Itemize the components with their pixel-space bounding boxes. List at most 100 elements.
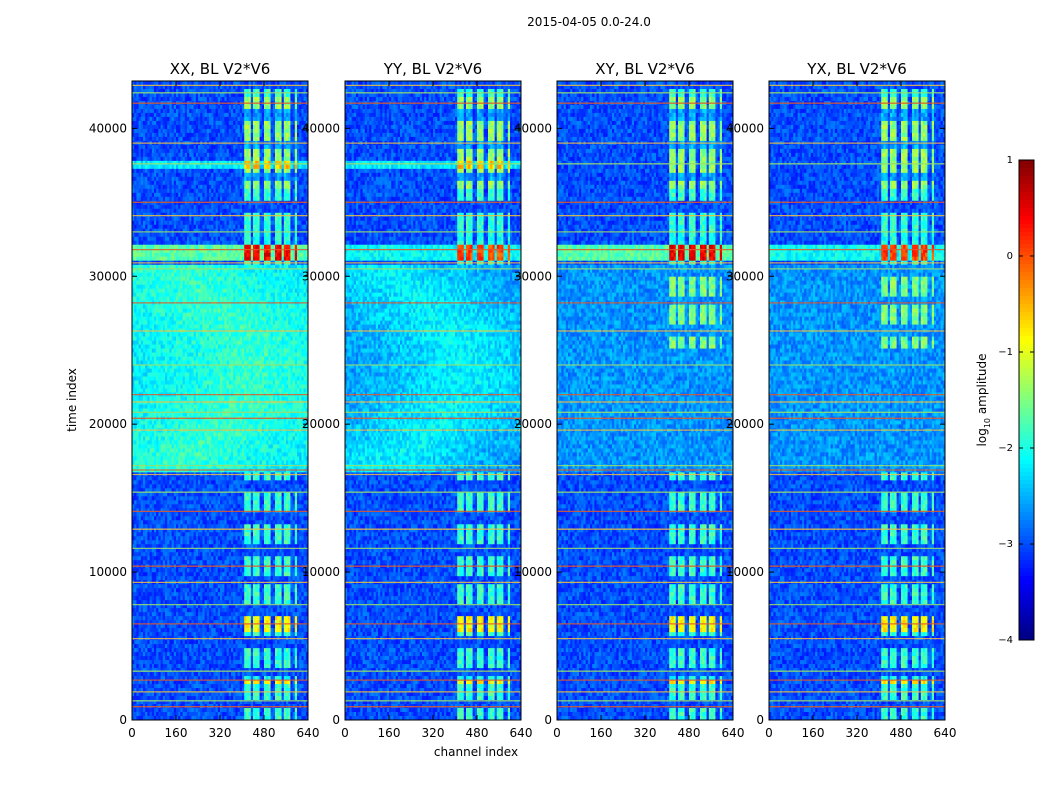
colorbar-segment [1019, 164, 1034, 169]
colorbar: −4 −3 −2 −1 0 1 log10 amplitude [975, 155, 1035, 646]
colorbar-segment [1019, 252, 1034, 257]
colorbar-segment [1019, 556, 1034, 561]
x-axis-label: channel index [434, 745, 518, 759]
colorbar-segment [1019, 240, 1034, 245]
panel-title: YX, BL V2*V6 [806, 60, 907, 78]
colorbar-segment [1019, 228, 1034, 233]
colorbar-segment [1019, 188, 1034, 193]
x-tick-label: 160 [165, 726, 188, 740]
x-tick-label: 320 [422, 726, 445, 740]
colorbar-segment [1019, 508, 1034, 513]
colorbar-segment [1019, 380, 1034, 385]
colorbar-tick-label: 1 [1007, 155, 1013, 166]
colorbar-segment [1019, 560, 1034, 565]
y-tick-label: 10000 [514, 565, 552, 579]
x-tick-label: 160 [378, 726, 401, 740]
colorbar-segment [1019, 332, 1034, 337]
colorbar-segment [1019, 416, 1034, 421]
colorbar-segment [1019, 184, 1034, 189]
colorbar-segment [1019, 344, 1034, 349]
colorbar-segment [1019, 596, 1034, 601]
colorbar-segment [1019, 552, 1034, 557]
y-tick-label: 30000 [514, 269, 552, 283]
colorbar-segment [1019, 328, 1034, 333]
colorbar-segment [1019, 248, 1034, 253]
colorbar-segment [1019, 224, 1034, 229]
panel-title: YY, BL V2*V6 [383, 60, 482, 78]
colorbar-segment [1019, 404, 1034, 409]
colorbar-segment [1019, 408, 1034, 413]
colorbar-segment [1019, 292, 1034, 297]
colorbar-segment [1019, 544, 1034, 549]
colorbar-segment [1019, 464, 1034, 469]
colorbar-segment [1019, 312, 1034, 317]
colorbar-segment [1019, 480, 1034, 485]
colorbar-segment [1019, 180, 1034, 185]
colorbar-segment [1019, 520, 1034, 525]
colorbar-segment [1019, 448, 1034, 453]
colorbar-segment [1019, 564, 1034, 569]
colorbar-segment [1019, 340, 1034, 345]
colorbar-segment [1019, 280, 1034, 285]
colorbar-segment [1019, 572, 1034, 577]
colorbar-tick-label: 0 [1007, 251, 1013, 262]
colorbar-segment [1019, 476, 1034, 481]
y-tick-label: 0 [119, 713, 127, 727]
colorbar-segment [1019, 628, 1034, 633]
x-tick-label: 480 [253, 726, 276, 740]
x-tick-label: 0 [341, 726, 349, 740]
x-tick-label: 640 [510, 726, 533, 740]
y-tick-label: 0 [756, 713, 764, 727]
panel-yx: YX, BL V2*V6 0 160 320 480 640 0 10000 20000 3000… [726, 60, 957, 740]
colorbar-segment [1019, 540, 1034, 545]
colorbar-tick-label: −2 [998, 443, 1013, 454]
colorbar-segment [1019, 568, 1034, 573]
y-tick-label: 0 [544, 713, 552, 727]
colorbar-segment [1019, 620, 1034, 625]
colorbar-segment [1019, 352, 1034, 357]
x-tick-label: 160 [802, 726, 825, 740]
colorbar-segment [1019, 392, 1034, 397]
colorbar-segment [1019, 320, 1034, 325]
y-tick-label: 40000 [726, 121, 764, 135]
colorbar-segment [1019, 468, 1034, 473]
y-tick-label: 20000 [514, 417, 552, 431]
x-tick-label: 0 [553, 726, 561, 740]
y-tick-label: 10000 [89, 565, 127, 579]
colorbar-segment [1019, 336, 1034, 341]
y-tick-label: 20000 [302, 417, 340, 431]
colorbar-segment [1019, 536, 1034, 541]
colorbar-segment [1019, 636, 1034, 641]
colorbar-segment [1019, 516, 1034, 521]
y-axis-label: time index [65, 368, 79, 432]
colorbar-tick-label: −3 [998, 539, 1013, 550]
colorbar-segment [1019, 452, 1034, 457]
colorbar-segment [1019, 288, 1034, 293]
colorbar-segment [1019, 472, 1034, 477]
colorbar-segment [1019, 372, 1034, 377]
colorbar-segment [1019, 412, 1034, 417]
y-tick-label: 10000 [302, 565, 340, 579]
colorbar-segment [1019, 388, 1034, 393]
colorbar-segment [1019, 196, 1034, 201]
colorbar-segment [1019, 360, 1034, 365]
colorbar-segment [1019, 308, 1034, 313]
colorbar-segment [1019, 236, 1034, 241]
y-tick-label: 30000 [89, 269, 127, 283]
colorbar-segment [1019, 424, 1034, 429]
colorbar-segment [1019, 512, 1034, 517]
heatmap-image [557, 81, 733, 720]
colorbar-segment [1019, 396, 1034, 401]
x-tick-label: 480 [890, 726, 913, 740]
colorbar-segment [1019, 492, 1034, 497]
colorbar-segment [1019, 484, 1034, 489]
colorbar-segment [1019, 592, 1034, 597]
colorbar-segment [1019, 632, 1034, 637]
x-tick-label: 480 [678, 726, 701, 740]
colorbar-label: log10 amplitude [975, 354, 992, 447]
colorbar-segment [1019, 272, 1034, 277]
x-tick-label: 320 [209, 726, 232, 740]
y-tick-label: 40000 [89, 121, 127, 135]
heatmap-image [345, 81, 521, 720]
